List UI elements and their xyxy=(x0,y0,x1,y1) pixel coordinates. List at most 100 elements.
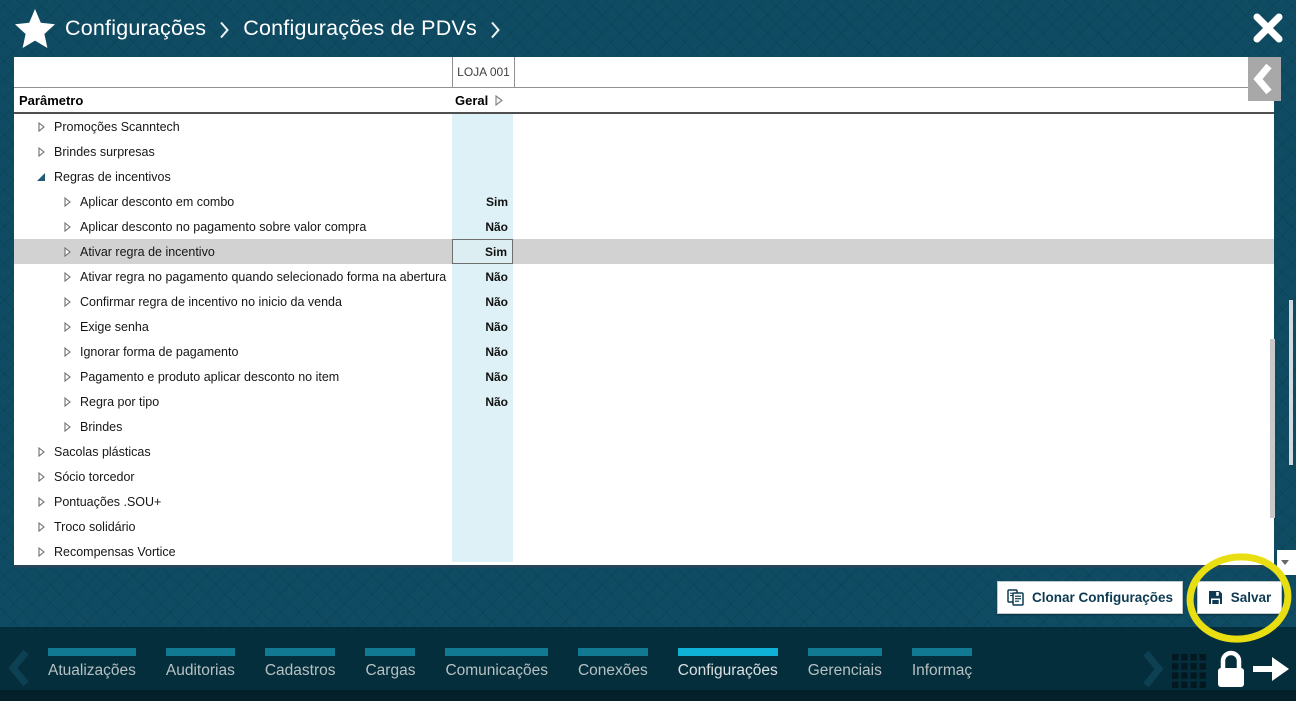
value-cell[interactable] xyxy=(452,164,513,189)
expander-icon[interactable] xyxy=(62,196,72,207)
expander-icon[interactable] xyxy=(36,546,46,557)
nav-item-gerenciais[interactable]: Gerenciais xyxy=(807,648,882,680)
table-row[interactable]: Regra por tipo Não xyxy=(14,389,1274,414)
value-cell[interactable] xyxy=(452,139,513,164)
nav-items: Atualizações Auditorias Cadastros Cargas… xyxy=(48,648,1133,680)
value-cell[interactable] xyxy=(452,414,513,439)
table-row[interactable]: Promoções Scanntech xyxy=(14,114,1274,139)
table-row[interactable]: Ignorar forma de pagamento Não xyxy=(14,339,1274,364)
expander-icon[interactable] xyxy=(36,446,46,457)
expander-icon[interactable] xyxy=(36,146,46,157)
nav-item-conexoes[interactable]: Conexões xyxy=(577,648,648,680)
expander-icon[interactable] xyxy=(36,521,46,532)
nav-item-comunicacoes[interactable]: Comunicações xyxy=(445,648,548,680)
chevron-right-icon xyxy=(219,18,230,40)
value-cell-selected[interactable]: Sim xyxy=(452,239,513,264)
save-button[interactable]: Salvar xyxy=(1197,581,1282,614)
chevron-right-icon xyxy=(490,18,501,40)
arrow-right-icon[interactable] xyxy=(1252,654,1290,689)
store-column-header[interactable]: LOJA 001 xyxy=(452,57,515,87)
nav-item-auditorias[interactable]: Auditorias xyxy=(165,648,235,680)
nav-item-label: Configurações xyxy=(677,662,778,679)
row-label: Ignorar forma de pagamento xyxy=(80,344,239,359)
breadcrumb-item-configuracoes-de-pdvs[interactable]: Configurações de PDVs xyxy=(243,16,477,40)
value-cell[interactable] xyxy=(452,114,513,139)
expander-expanded-icon[interactable] xyxy=(36,172,46,182)
table-row[interactable]: Ativar regra no pagamento quando selecio… xyxy=(14,264,1274,289)
table-row[interactable]: Regras de incentivos xyxy=(14,164,1274,189)
row-label: Aplicar desconto no pagamento sobre valo… xyxy=(80,219,367,234)
nav-scroll-left-button[interactable] xyxy=(6,648,32,693)
expander-icon[interactable] xyxy=(36,471,46,482)
table-row[interactable]: Pontuações .SOU+ xyxy=(14,489,1274,514)
row-label: Promoções Scanntech xyxy=(54,119,180,134)
table-row[interactable]: Sócio torcedor xyxy=(14,464,1274,489)
table-row[interactable]: Confirmar regra de incentivo no inicio d… xyxy=(14,289,1274,314)
value-cell[interactable]: Não xyxy=(485,369,508,384)
nav-item-cadastros[interactable]: Cadastros xyxy=(264,648,336,680)
expander-icon[interactable] xyxy=(62,371,72,382)
value-cell[interactable]: Não xyxy=(485,269,508,284)
row-label: Pontuações .SOU+ xyxy=(54,494,162,509)
value-cell[interactable]: Não xyxy=(485,394,508,409)
value-cell[interactable]: Não xyxy=(485,344,508,359)
table-row[interactable]: Exige senha Não xyxy=(14,314,1274,339)
close-button[interactable] xyxy=(1252,12,1284,44)
expander-icon[interactable] xyxy=(62,346,72,357)
breadcrumb-item-configuracoes[interactable]: Configurações xyxy=(65,16,207,40)
value-cell[interactable] xyxy=(452,439,513,464)
lock-icon[interactable] xyxy=(1214,649,1248,694)
nav-item-informacoes[interactable]: Informaç xyxy=(911,648,973,680)
close-icon xyxy=(1253,13,1283,43)
nav-scroll-right-button[interactable] xyxy=(1140,650,1166,693)
value-cell[interactable]: Não xyxy=(485,319,508,334)
table-row[interactable]: Troco solidário xyxy=(14,514,1274,539)
value-cell[interactable]: Sim xyxy=(485,194,508,209)
table-row[interactable]: Brindes surpresas xyxy=(14,139,1274,164)
row-label: Ativar regra de incentivo xyxy=(80,244,215,259)
nav-item-label: Comunicações xyxy=(445,662,548,679)
apps-grid-icon[interactable] xyxy=(1172,654,1206,693)
nav-item-configuracoes[interactable]: Configurações xyxy=(677,648,778,680)
table-row[interactable]: Pagamento e produto aplicar desconto no … xyxy=(14,364,1274,389)
value-cell[interactable] xyxy=(452,539,513,564)
expander-icon[interactable] xyxy=(62,396,72,407)
table-row[interactable]: Recompensas Vortice xyxy=(14,539,1274,564)
value-cell[interactable] xyxy=(452,514,513,539)
expander-icon[interactable] xyxy=(62,246,72,257)
row-label: Ativar regra no pagamento quando selecio… xyxy=(80,269,447,284)
expander-icon[interactable] xyxy=(36,121,46,132)
parameter-column-header[interactable]: Parâmetro xyxy=(19,92,84,108)
chevron-left-icon xyxy=(8,649,29,687)
expander-icon[interactable] xyxy=(36,496,46,507)
table-row[interactable]: Aplicar desconto no pagamento sobre valo… xyxy=(14,214,1274,239)
expander-icon[interactable] xyxy=(62,421,72,432)
table-scrollbar-down-button[interactable] xyxy=(1277,550,1296,575)
table-scrollbar-thumb[interactable] xyxy=(1270,339,1275,518)
clone-configurations-button[interactable]: Clonar Configurações xyxy=(997,581,1183,614)
nav-item-cargas[interactable]: Cargas xyxy=(365,648,416,680)
geral-column-label: Geral xyxy=(455,92,489,108)
value-cell[interactable]: Não xyxy=(485,294,508,309)
expander-icon[interactable] xyxy=(62,271,72,282)
value-cell[interactable] xyxy=(452,489,513,514)
expand-column-icon[interactable] xyxy=(495,94,504,106)
expander-icon[interactable] xyxy=(62,221,72,232)
geral-column-header[interactable]: Geral xyxy=(455,92,504,108)
value-cell[interactable] xyxy=(452,464,513,489)
value-cell[interactable]: Não xyxy=(485,219,508,234)
expander-icon[interactable] xyxy=(62,321,72,332)
nav-accent-bar xyxy=(911,648,973,656)
nav-accent-bar xyxy=(807,648,882,656)
expander-icon[interactable] xyxy=(62,296,72,307)
nav-item-atualizacoes[interactable]: Atualizações xyxy=(48,648,136,680)
column-header-row: Parâmetro Geral xyxy=(14,88,1274,114)
nav-item-label: Informaç xyxy=(911,662,973,679)
table-row[interactable]: Aplicar desconto em combo Sim xyxy=(14,189,1274,214)
table-row-selected[interactable]: Ativar regra de incentivo Sim xyxy=(14,239,1274,264)
table-row[interactable]: Brindes xyxy=(14,414,1274,439)
page-scrollbar-thumb[interactable] xyxy=(1289,300,1293,465)
collapse-panel-button[interactable] xyxy=(1248,57,1281,101)
table-row[interactable]: Sacolas plásticas xyxy=(14,439,1274,464)
